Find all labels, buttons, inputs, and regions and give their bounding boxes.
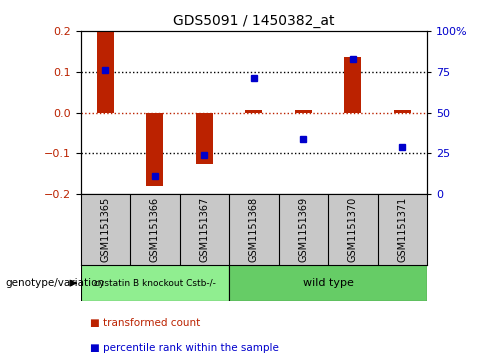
Text: GSM1151370: GSM1151370 [348,197,358,262]
Text: GSM1151366: GSM1151366 [150,197,160,262]
Text: GSM1151368: GSM1151368 [249,197,259,262]
Bar [295,110,312,113]
Bar [81,265,229,301]
Text: genotype/variation: genotype/variation [5,278,104,288]
Bar [229,265,427,301]
Bar [97,31,114,113]
Text: GSM1151371: GSM1151371 [397,197,407,262]
Text: ■ percentile rank within the sample: ■ percentile rank within the sample [90,343,279,354]
Text: GSM1151369: GSM1151369 [298,197,308,262]
Bar [146,113,163,186]
Text: cystatin B knockout Cstb-/-: cystatin B knockout Cstb-/- [94,279,216,287]
Text: GSM1151367: GSM1151367 [199,197,209,262]
Bar [245,110,263,113]
Text: GSM1151365: GSM1151365 [100,197,110,262]
Bar [344,57,362,113]
Bar [394,110,411,113]
Text: ■ transformed count: ■ transformed count [90,318,201,328]
Title: GDS5091 / 1450382_at: GDS5091 / 1450382_at [173,15,334,28]
Bar [196,113,213,164]
Text: wild type: wild type [303,278,353,288]
